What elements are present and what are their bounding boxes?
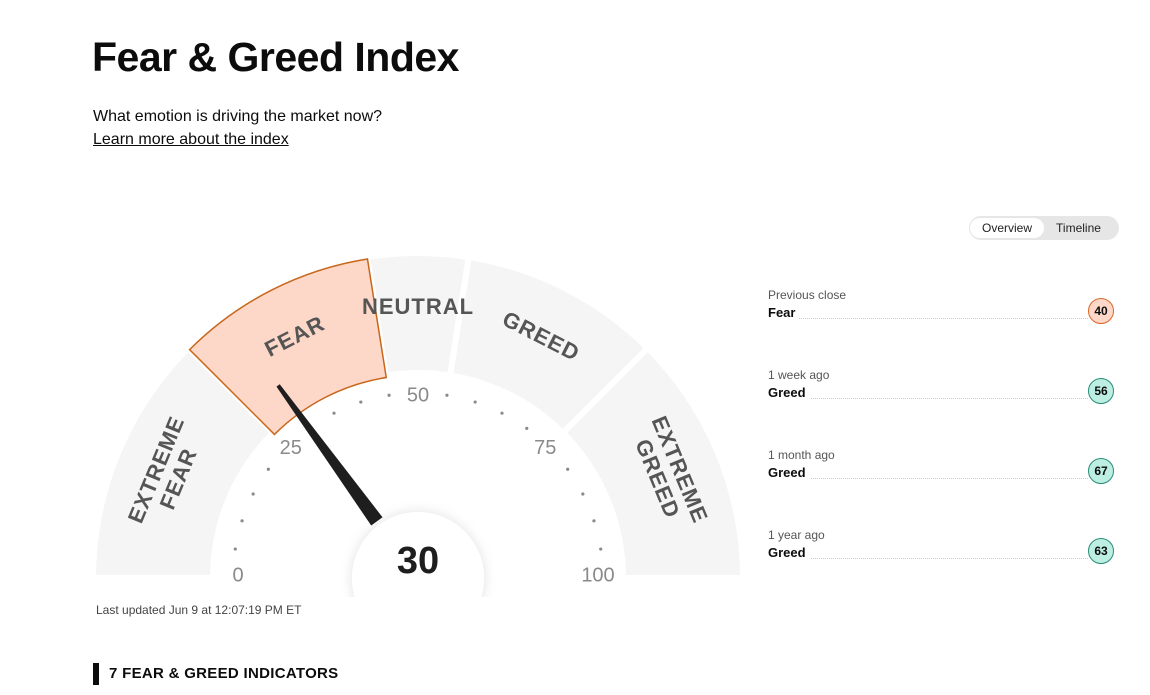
dial-dot: [359, 400, 363, 404]
gauge-segment: [89, 343, 278, 581]
dotted-rule: [768, 478, 1088, 479]
dial-dot: [387, 393, 391, 397]
history-period: 1 week ago: [768, 368, 830, 382]
history-value: 63: [1088, 538, 1114, 564]
dotted-rule: [768, 398, 1088, 399]
dial-dot: [251, 492, 255, 496]
dial-dot: [233, 547, 237, 551]
last-updated: Last updated Jun 9 at 12:07:19 PM ET: [96, 603, 302, 617]
view-tabs: Overview Timeline: [969, 216, 1119, 240]
history-value: 56: [1088, 378, 1114, 404]
dotted-rule: [768, 318, 1088, 319]
page-title: Fear & Greed Index: [92, 34, 459, 80]
segment-label: NEUTRAL: [362, 294, 474, 319]
dial-dot: [240, 519, 244, 523]
history-period: 1 year ago: [768, 528, 825, 542]
gauge-segment: [558, 343, 747, 581]
dial-dot: [445, 393, 449, 397]
history-rating: Fear: [768, 305, 800, 320]
dial-dot: [500, 411, 504, 415]
dial-tick-label: 75: [534, 437, 556, 459]
dial-dot: [592, 519, 596, 523]
dial-tick-label: 0: [232, 564, 243, 586]
dial-tick-label: 50: [407, 384, 429, 406]
learn-more-link[interactable]: Learn more about the index: [93, 131, 289, 148]
dial-tick-label: 100: [581, 564, 614, 586]
tab[interactable]: Overview: [970, 218, 1045, 238]
dial-tick-label: 25: [280, 437, 302, 459]
dial-dot: [332, 411, 336, 415]
dial-dot: [566, 467, 570, 471]
history-row: 1 month ago Greed 67: [768, 448, 1116, 488]
tab[interactable]: Timeline: [1056, 221, 1101, 235]
dial-dot: [266, 467, 270, 471]
dial-dot: [581, 492, 585, 496]
dotted-rule: [768, 558, 1088, 559]
gauge-value: 30: [397, 540, 439, 582]
history-value: 67: [1088, 458, 1114, 484]
gauge-segment-active: [188, 258, 388, 436]
section-heading: 7 FEAR & GREED INDICATORS: [93, 663, 338, 685]
history-row: 1 year ago Greed 63: [768, 528, 1116, 568]
history-row: Previous close Fear 40: [768, 288, 1116, 328]
dial-dot: [599, 547, 603, 551]
center-hub: [352, 512, 484, 597]
needle: [276, 384, 383, 526]
history-period: Previous close: [768, 288, 847, 302]
dial-dot: [473, 400, 477, 404]
history-period: 1 month ago: [768, 448, 835, 462]
dial-dot: [525, 426, 529, 430]
center-circle: [352, 512, 484, 597]
history-row: 1 week ago Greed 56: [768, 368, 1116, 408]
subtitle: What emotion is driving the market now?: [93, 108, 383, 125]
history-rating: Greed: [768, 385, 810, 400]
history-rating: Greed: [768, 465, 810, 480]
history-rating: Greed: [768, 545, 810, 560]
history-value: 40: [1088, 298, 1114, 324]
